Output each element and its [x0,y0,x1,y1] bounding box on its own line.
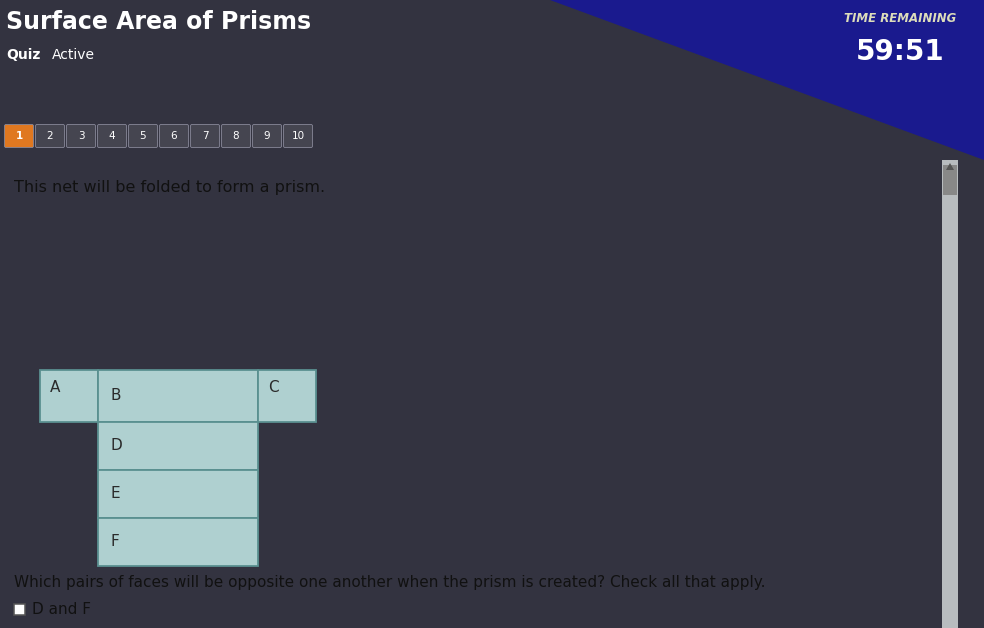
Bar [98,370,258,422]
Text: 8: 8 [232,131,239,141]
Bar [14,604,25,615]
Bar [98,422,258,470]
Text: F: F [110,534,119,550]
Bar [98,518,258,566]
Text: D and F: D and F [32,602,91,617]
Text: TIME REMAINING: TIME REMAINING [844,12,956,25]
FancyBboxPatch shape [129,124,157,148]
Text: 1: 1 [16,131,23,141]
Polygon shape [946,163,954,170]
Text: 59:51: 59:51 [856,38,945,66]
Bar [98,470,258,518]
Text: 3: 3 [78,131,85,141]
Text: A: A [50,380,60,395]
FancyBboxPatch shape [67,124,95,148]
Text: E: E [110,487,120,502]
FancyBboxPatch shape [97,124,127,148]
FancyBboxPatch shape [221,124,251,148]
FancyBboxPatch shape [191,124,219,148]
Text: Quiz: Quiz [6,48,40,62]
FancyBboxPatch shape [5,124,33,148]
FancyBboxPatch shape [283,124,313,148]
Text: 5: 5 [140,131,147,141]
Text: C: C [268,380,278,395]
Text: 6: 6 [170,131,177,141]
Bar [40,370,98,422]
Bar [943,165,957,195]
Bar [942,160,958,628]
Text: 9: 9 [264,131,271,141]
Polygon shape [550,0,984,160]
Text: This net will be folded to form a prism.: This net will be folded to form a prism. [14,180,325,195]
Text: Which pairs of faces will be opposite one another when the prism is created? Che: Which pairs of faces will be opposite on… [14,575,766,590]
Text: 7: 7 [202,131,209,141]
FancyBboxPatch shape [35,124,65,148]
Text: B: B [110,389,120,404]
Text: Active: Active [52,48,95,62]
Text: 2: 2 [46,131,53,141]
FancyBboxPatch shape [253,124,281,148]
Text: Surface Area of Prisms: Surface Area of Prisms [6,10,311,34]
FancyBboxPatch shape [159,124,189,148]
Bar [258,370,316,422]
Text: 10: 10 [291,131,305,141]
Text: D: D [110,438,122,453]
Text: 4: 4 [108,131,115,141]
